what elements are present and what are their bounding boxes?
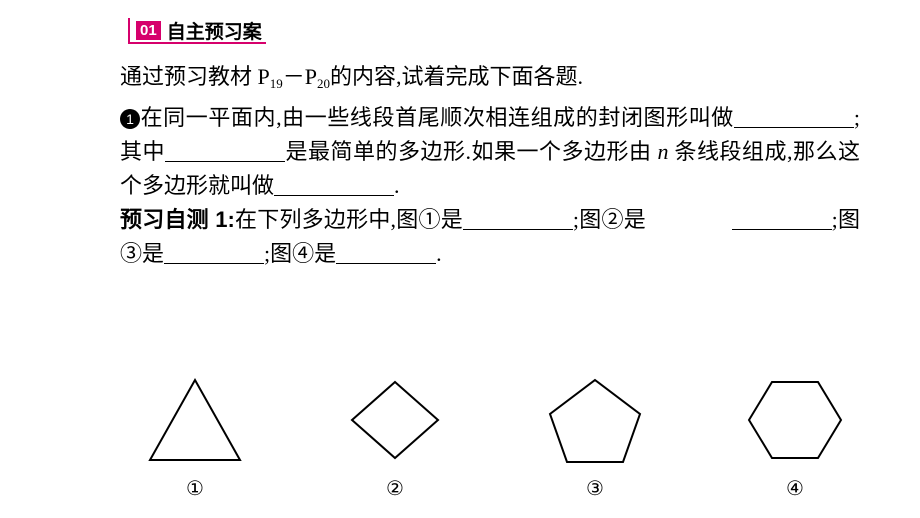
blank-4	[463, 208, 573, 230]
content-area: 通过预习教材 P19－P20的内容,试着完成下面各题. 1在同一平面内,由一些线…	[120, 60, 860, 271]
test-text4: ;图④是	[264, 241, 336, 266]
shapes-row: ① ② ③ ④	[140, 370, 850, 501]
shape-triangle: ①	[140, 370, 250, 501]
pentagon-icon	[540, 370, 650, 470]
blank-7	[336, 242, 436, 264]
circle-number-icon: 1	[120, 109, 140, 129]
shape-label-4: ④	[786, 476, 804, 501]
section-header: 01 自主预习案	[128, 18, 266, 44]
test-text1: 在下列多边形中,图①是	[235, 207, 463, 232]
test-line: 预习自测 1:在下列多边形中,图①是;图②是 ;图③是;图④是.	[120, 203, 860, 271]
sub2: 20	[317, 76, 330, 91]
item1-text3: 是最简单的多边形.如果一个多边形由	[285, 139, 657, 164]
shape-label-1: ①	[186, 476, 204, 501]
intro-text: 通过预习教材 P	[120, 64, 270, 89]
item1-text1: 在同一平面内,由一些线段首尾顺次相连组成的封闭图形叫做	[140, 105, 734, 130]
shape-square: ②	[340, 370, 450, 501]
item1: 1在同一平面内,由一些线段首尾顺次相连组成的封闭图形叫做;其中是最简单的多边形.…	[120, 101, 860, 203]
blank-5	[732, 208, 832, 230]
shape-pentagon: ③	[540, 370, 650, 501]
square-poly	[352, 382, 438, 458]
intro-text2: 的内容,试着完成下面各题.	[330, 64, 583, 89]
sub1: 19	[270, 76, 283, 91]
intro-line: 通过预习教材 P19－P20的内容,试着完成下面各题.	[120, 60, 860, 101]
header-number: 01	[136, 21, 161, 40]
shape-hexagon: ④	[740, 370, 850, 501]
test-text2: ;图②是	[573, 207, 646, 232]
header-title: 自主预习案	[167, 17, 262, 44]
test-label: 预习自测 1:	[120, 207, 235, 232]
intro-dash: －P	[283, 64, 317, 89]
header-box: 01 自主预习案	[128, 18, 266, 44]
blank-1	[734, 106, 854, 128]
blank-6	[164, 242, 264, 264]
var-n: n	[657, 139, 668, 164]
blank-2	[165, 140, 285, 162]
hexagon-icon	[740, 370, 850, 470]
square-icon	[340, 370, 450, 470]
shape-label-2: ②	[386, 476, 404, 501]
test-text5: .	[436, 241, 442, 266]
triangle-poly	[150, 380, 240, 460]
shape-label-3: ③	[586, 476, 604, 501]
triangle-icon	[140, 370, 250, 470]
hexagon-poly	[749, 382, 841, 458]
pentagon-poly	[550, 380, 640, 462]
item1-text5: .	[394, 173, 400, 198]
blank-3	[274, 174, 394, 196]
